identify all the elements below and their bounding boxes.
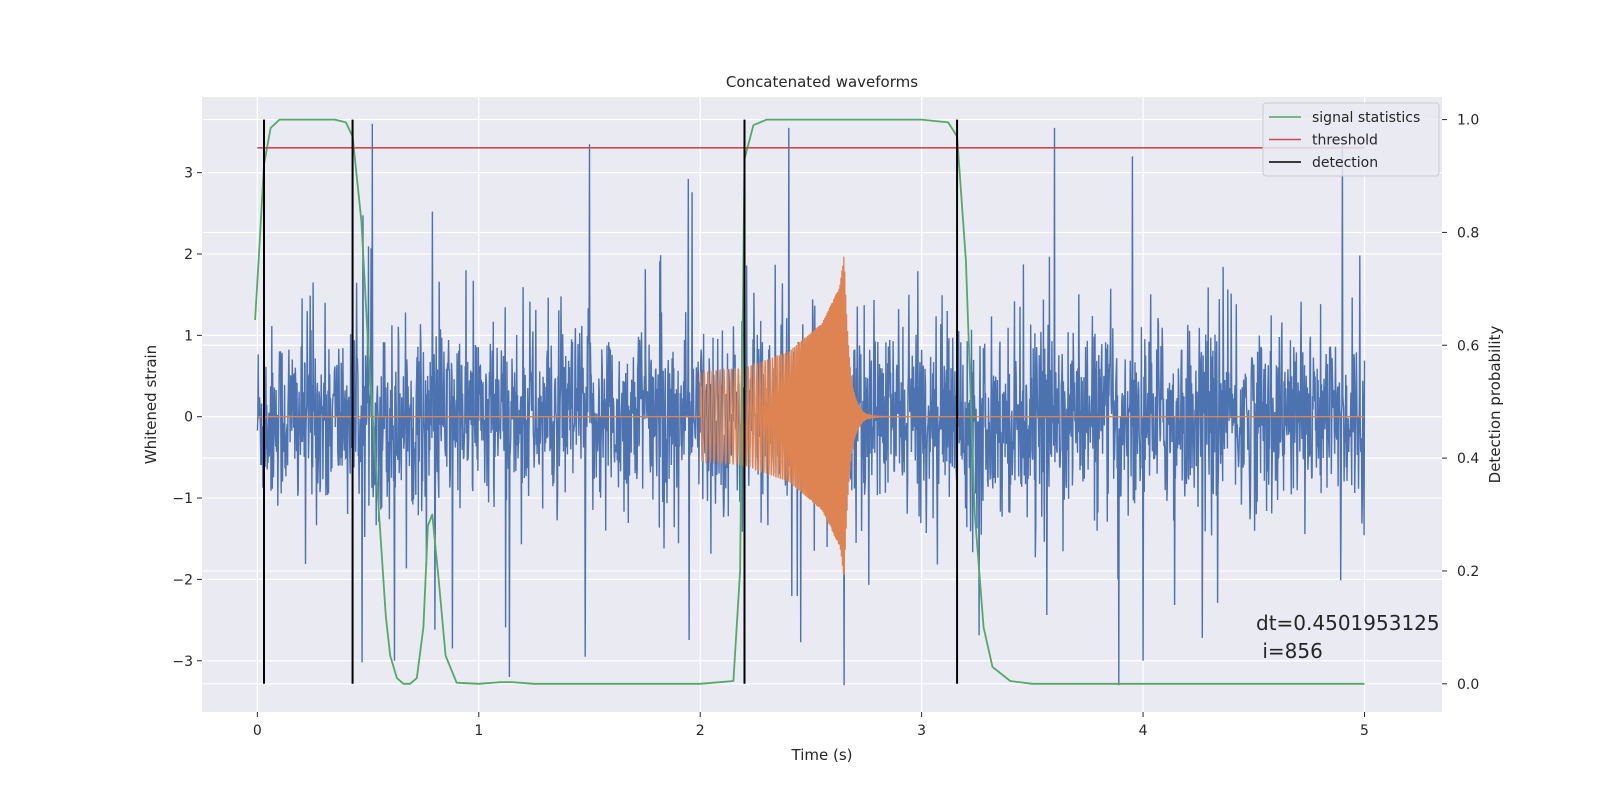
y-axis-label: Whitened strain [142,345,160,464]
injected-signal-line [257,256,1365,575]
x-tick-label: 1 [474,723,483,739]
legend: signal statistics threshold detection [1262,102,1440,177]
y2-tick-label: 0.0 [1457,677,1479,693]
x-tick-label: 5 [1360,723,1369,739]
legend-label-signal-statistics: signal statistics [1312,110,1420,126]
y-tick-label: 0 [184,410,193,426]
traces [254,118,1366,686]
y-tick-label: −3 [172,654,193,670]
y2-tick-label: 0.2 [1457,564,1479,580]
x-tick-label: 2 [696,723,705,739]
legend-label-threshold: threshold [1312,133,1378,149]
legend-label-detection: detection [1312,155,1378,171]
ticks: 0 1 2 3 4 5 3 2 1 0 −1 −2 −3 1.0 0.8 0.6 0.4 0.2 0.0 [172,113,1479,739]
x-tick-label: 0 [253,723,262,739]
x-axis-label: Time (s) [791,746,853,764]
y2-tick-label: 1.0 [1457,113,1479,129]
y-tick-label: −1 [172,491,193,507]
y-tick-label: 3 [184,166,193,182]
y2-axis-label: Detection probability [1486,326,1504,484]
y-tick-label: 2 [184,247,193,263]
y-tick-label: 1 [184,328,193,344]
signal-statistics-line [254,118,1365,685]
y2-tick-label: 0.6 [1457,338,1479,354]
x-tick-label: 4 [1139,723,1148,739]
annotation-dt: dt=0.4501953125 [1256,611,1440,635]
legend-box [1262,102,1440,177]
y2-tick-label: 0.4 [1457,451,1479,467]
y2-tick-label: 0.8 [1457,225,1479,241]
chart-title: Concatenated waveforms [726,73,918,91]
annotation-index: i=856 [1256,639,1323,663]
x-tick-label: 3 [917,723,926,739]
y-tick-label: −2 [172,572,193,588]
